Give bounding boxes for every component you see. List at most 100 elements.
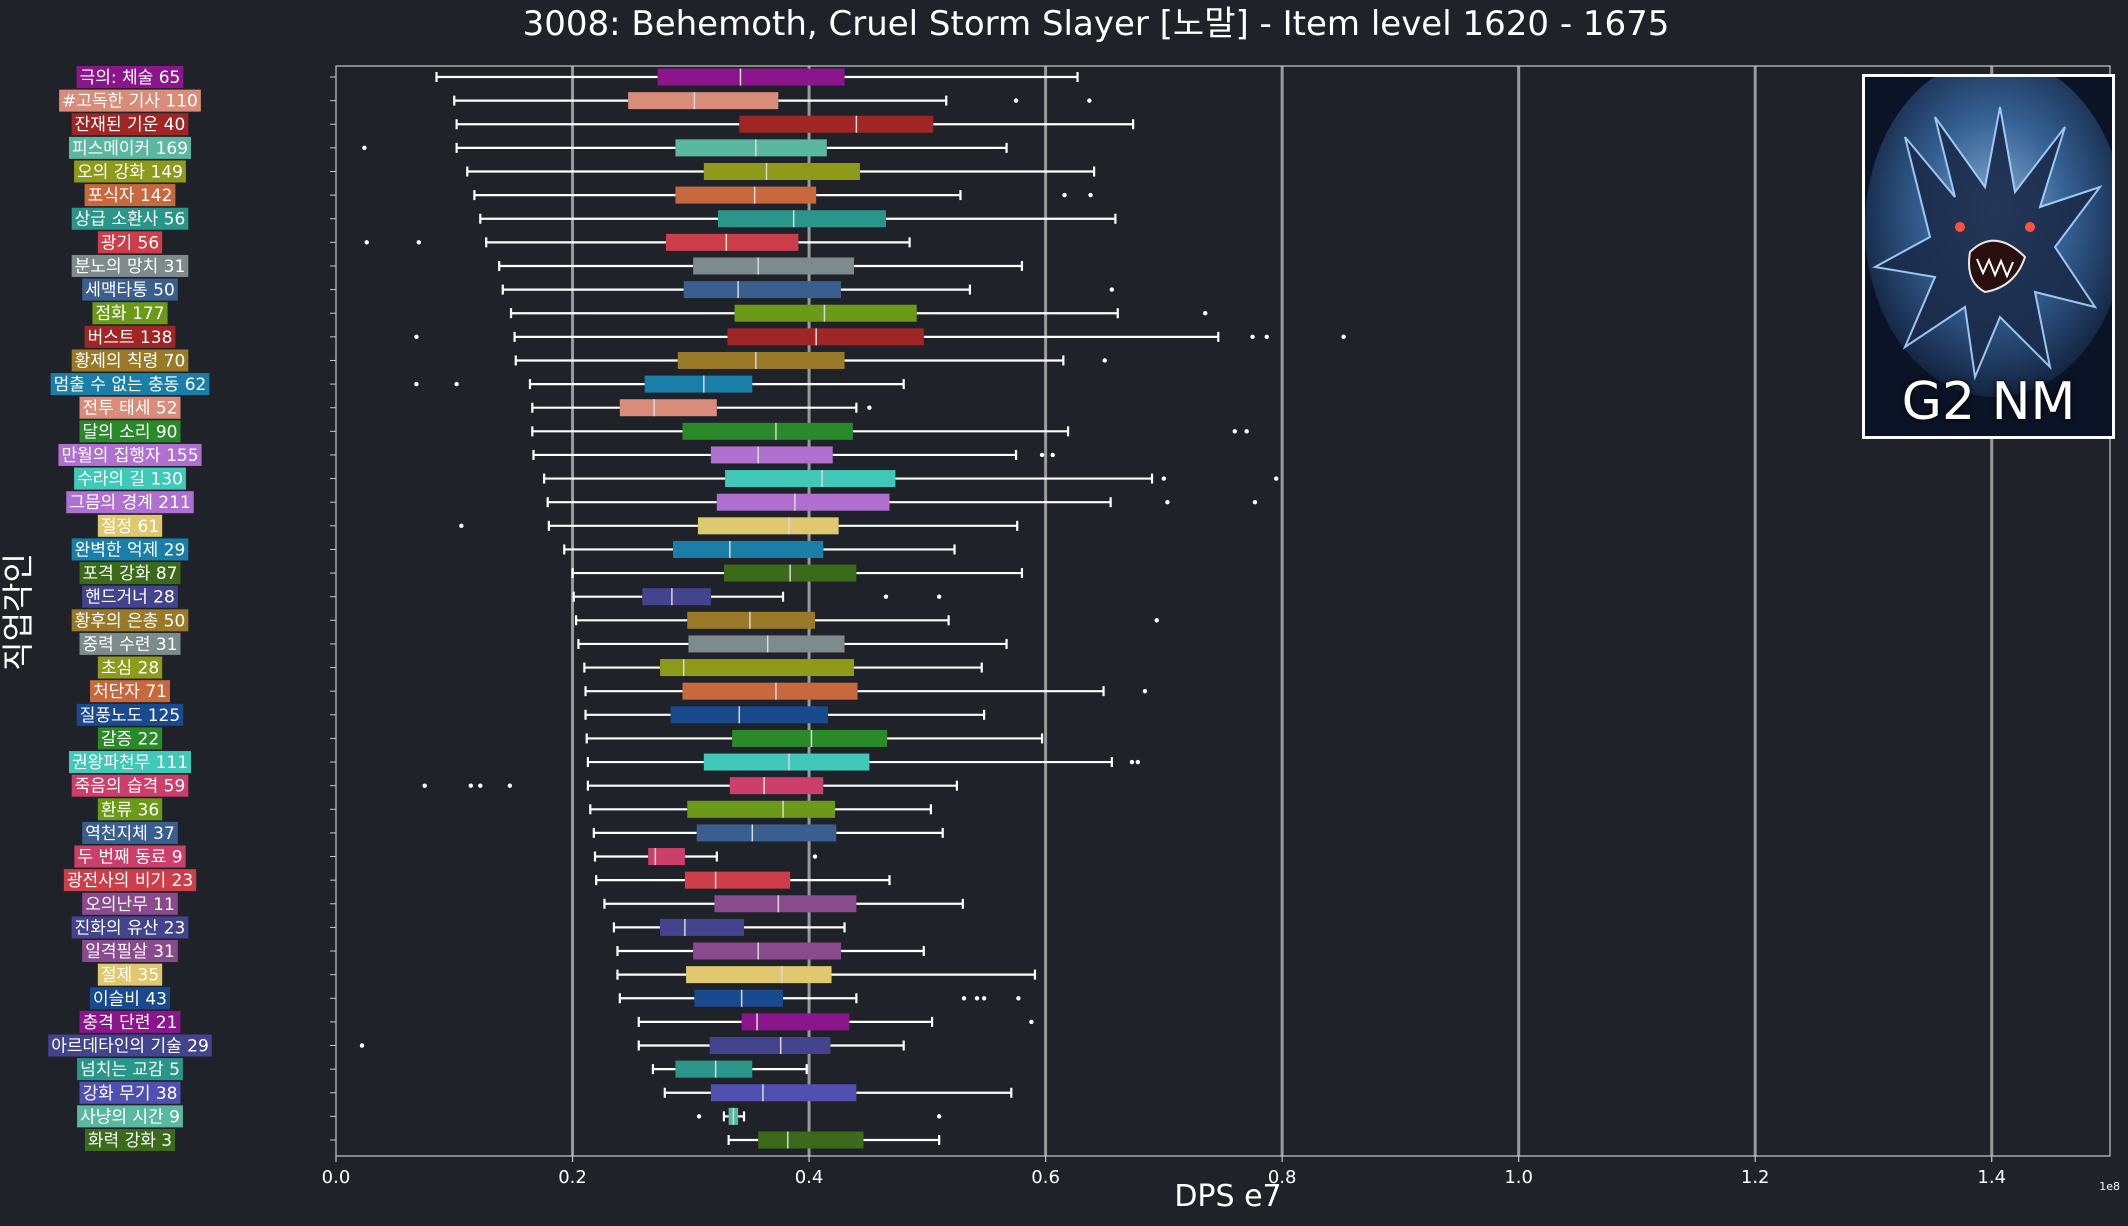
category-label-bg <box>82 278 178 301</box>
outlier-point <box>478 783 483 788</box>
box <box>677 351 845 369</box>
category-label-bg <box>66 491 194 514</box>
category-label-bg <box>68 136 192 159</box>
outlier-point <box>362 145 367 151</box>
category-label-text: 충격 단련 21 <box>83 1013 178 1033</box>
category-label-bg <box>74 160 186 183</box>
box-group <box>509 304 1208 322</box>
outlier-point <box>1102 358 1107 363</box>
category-label: 포격 강화 87 <box>79 562 181 585</box>
category-label-bg <box>82 821 178 844</box>
box <box>642 588 711 606</box>
outlier-point <box>414 334 419 340</box>
box <box>687 800 836 818</box>
category-label-text: 광기 56 <box>101 233 159 253</box>
box-group <box>466 162 1096 180</box>
box-group <box>618 989 1021 1007</box>
category-label-bg <box>84 1129 176 1151</box>
outlier-point <box>416 240 421 245</box>
category-label-text: 아르데타인의 기술 29 <box>51 1037 209 1057</box>
box-group <box>586 753 1141 771</box>
box-group <box>637 1013 1034 1031</box>
box-group <box>479 210 1117 228</box>
box <box>703 162 860 180</box>
category-label: 갈증 22 <box>97 727 163 750</box>
outlier-point <box>1165 500 1170 505</box>
category-label: 충격 단련 21 <box>79 1010 181 1033</box>
box <box>697 517 839 535</box>
category-label-text: 그믐의 경계 211 <box>69 493 190 513</box>
category-label-bg <box>79 396 181 419</box>
category-label-text: 진화의 유산 23 <box>75 918 186 938</box>
box <box>673 540 824 558</box>
box <box>687 611 815 629</box>
box-group <box>574 611 1159 629</box>
category-label: 포식자 142 <box>84 184 176 207</box>
x-axis-label: DPS e7 <box>1174 1179 1281 1214</box>
category-label-bg <box>59 89 201 112</box>
category-label-bg <box>92 302 168 325</box>
box-group <box>531 422 1249 440</box>
box-group <box>563 540 956 558</box>
category-label-bg <box>74 467 186 490</box>
box <box>693 942 841 960</box>
box <box>684 871 791 889</box>
box <box>683 281 841 299</box>
box-group <box>584 682 1148 700</box>
category-label: 잔재된 기운 40 <box>71 113 189 136</box>
x-axis-offset-label: 1e8 <box>2099 1180 2120 1193</box>
box-group <box>572 588 942 606</box>
box-group <box>453 92 1092 110</box>
category-label-text: 만월의 집행자 155 <box>61 446 198 466</box>
outlier-point <box>507 783 513 788</box>
box <box>694 989 784 1007</box>
box-group <box>571 564 1024 582</box>
box-group <box>577 635 1008 653</box>
category-label: 두 번째 동료 9 <box>74 845 186 868</box>
category-label: 환류 36 <box>97 798 163 821</box>
outlier-point <box>1341 334 1346 340</box>
outlier-point <box>1129 759 1135 765</box>
category-label-text: 죽음의 습격 59 <box>75 777 186 797</box>
y-axis-label: 직업각인 <box>0 553 37 671</box>
box <box>709 1037 831 1055</box>
box <box>675 139 827 157</box>
category-label: 일격필살 31 <box>82 940 178 963</box>
x-tick-label: 0.2 <box>558 1167 587 1188</box>
x-tick-label: 0.6 <box>1031 1167 1060 1188</box>
category-label: 오의 강화 149 <box>74 160 186 183</box>
box <box>665 233 799 251</box>
category-label-bg <box>76 703 184 726</box>
category-label-text: 세맥타통 50 <box>85 281 175 301</box>
box-group <box>359 1037 905 1055</box>
outlier-point <box>936 1114 942 1119</box>
outlier-point <box>1244 429 1249 434</box>
outlier-point <box>1135 759 1141 765</box>
outlier-point <box>981 996 987 1001</box>
box <box>628 92 779 110</box>
category-label-bg <box>82 892 178 915</box>
category-label-text: 갈증 22 <box>101 729 159 749</box>
category-label: 만월의 집행자 155 <box>58 443 202 466</box>
category-label-bg <box>79 1081 181 1104</box>
category-label-bg <box>74 845 186 868</box>
category-label-text: 강화 무기 38 <box>83 1084 178 1104</box>
category-label-text: 화력 강화 3 <box>88 1131 172 1151</box>
box-group <box>584 706 986 724</box>
x-tick-label: 1.0 <box>1504 1167 1533 1188</box>
box <box>660 918 745 936</box>
box-group <box>414 375 905 393</box>
outlier-point <box>1013 98 1019 103</box>
box <box>619 399 717 417</box>
box <box>675 186 817 204</box>
category-label-bg <box>82 585 178 608</box>
box-group <box>592 824 944 842</box>
category-label: 처단자 71 <box>90 680 170 703</box>
category-label: 절정 61 <box>97 514 163 537</box>
category-label-bg <box>79 562 181 585</box>
box <box>657 68 845 86</box>
category-label-text: 오의난무 11 <box>85 895 175 915</box>
outlier-point <box>414 381 419 387</box>
